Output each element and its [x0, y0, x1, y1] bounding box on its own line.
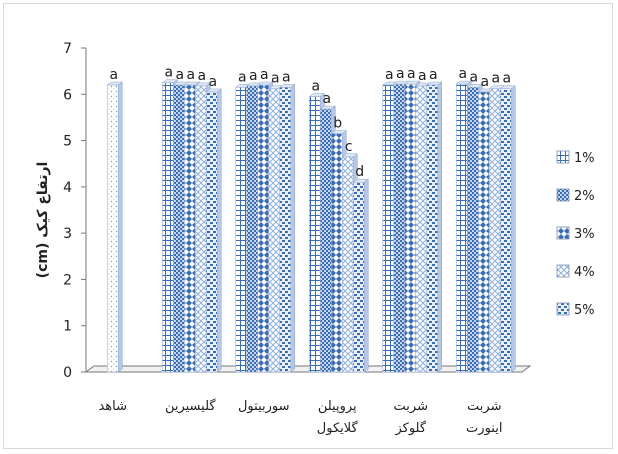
legend-swatch [556, 188, 570, 202]
bar-data-label: a [271, 71, 280, 87]
category-label: پروپیلن [318, 399, 357, 414]
bar-data-label: a [238, 69, 247, 85]
legend-item: 1% [556, 150, 595, 166]
category-label: گلوکز [394, 420, 426, 436]
bar-data-label: a [418, 68, 427, 84]
y-tick-label: 7 [63, 41, 72, 57]
legend-swatch [556, 302, 570, 316]
bar-data-label: a [407, 66, 416, 82]
y-tick-label: 4 [63, 180, 72, 196]
y-tick-label: 3 [63, 226, 72, 242]
category-label: اینورت [466, 421, 502, 436]
category-label: گلیسیرین [165, 398, 216, 414]
bar-5pct [205, 88, 222, 373]
legend-label: 2% [574, 189, 595, 204]
y-tick-label: 1 [63, 319, 72, 335]
bar-data-label: a [186, 67, 195, 83]
category-labels: شاهد گلیسیرین سوربیتول پروپیلن گلایکول شربت گل… [98, 398, 502, 436]
bar-control [106, 81, 123, 373]
bar-data-label: a [282, 69, 291, 85]
legend-swatch [556, 264, 570, 278]
bar-data-label: a [164, 65, 173, 81]
bar-data-label: b [333, 116, 342, 132]
bar-data-label: a [197, 68, 206, 84]
bar-data-label: d [355, 164, 364, 180]
bar-data-label: a [458, 66, 467, 82]
bar-5pct [499, 85, 516, 373]
bar-5pct [352, 178, 369, 373]
legend-item: 3% [556, 226, 595, 242]
bar-data-label: a [429, 67, 438, 83]
category-label: سوربیتول [238, 399, 290, 414]
bar-data-label: a [491, 71, 500, 87]
legend-label: 3% [574, 227, 595, 242]
bar-data-label: a [502, 71, 511, 87]
y-tick-label: 2 [63, 272, 72, 288]
category-label: گلایکول [317, 420, 359, 436]
y-tick-label: 0 [63, 365, 72, 381]
legend-item: 2% [556, 188, 595, 204]
legend-label: 4% [574, 265, 595, 280]
bar-data-label: a [396, 66, 405, 82]
bar-data-label: a [311, 79, 320, 95]
bar-data-label: c [345, 139, 353, 155]
y-tick-label: 5 [63, 134, 72, 150]
legend-item: 4% [556, 264, 595, 280]
y-axis: 0 1 2 3 4 5 6 7 [63, 41, 87, 381]
bar-data-label: a [480, 74, 489, 90]
bar-data-label: a [249, 68, 258, 84]
bar-data-label: a [208, 74, 217, 90]
category-label: شاهد [98, 399, 127, 414]
bar-data-label: a [385, 67, 394, 83]
bar-data-label: a [260, 67, 269, 83]
legend-swatch [556, 226, 570, 240]
y-axis-label: (cm) ارتفاع کیک [35, 162, 51, 279]
bar-data-label: a [469, 69, 478, 85]
bar-data-label: a [322, 91, 331, 107]
legend-label: 5% [574, 303, 595, 318]
legend-item: 5% [556, 302, 595, 318]
bars [106, 79, 516, 373]
legend: 1% 2% 3% 4% 5% [556, 150, 595, 318]
bar-5pct [279, 83, 296, 373]
legend-label: 1% [574, 151, 595, 166]
bar-5pct [426, 81, 443, 373]
category-label: شربت [394, 399, 428, 414]
category-label: شربت [467, 399, 501, 414]
legend-swatch [556, 150, 570, 164]
bar-data-label: a [175, 67, 184, 83]
bar-data-label: a [109, 67, 118, 83]
y-tick-label: 6 [63, 87, 72, 103]
